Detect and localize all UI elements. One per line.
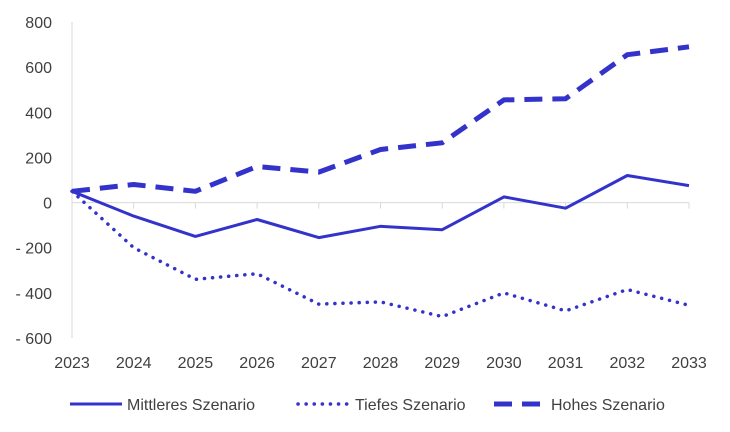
y-tick-label: 0: [43, 196, 52, 213]
x-tick-label: 2028: [363, 355, 399, 372]
x-tick-label: 2033: [671, 355, 707, 372]
x-tick-label: 2024: [116, 355, 152, 372]
legend: Mittleres Szenario Tiefes Szenario Hohes S…: [70, 397, 665, 414]
x-axis-tick-labels: 2023 2024 2025 2026 2027 2028 2029 2030 2031 2032…: [54, 355, 707, 372]
x-tick-label: 2023: [54, 355, 90, 372]
x-tick-label: 2027: [301, 355, 337, 372]
x-tick-label: 2029: [424, 355, 460, 372]
series-lines: [70, 44, 691, 319]
y-tick-label: - 200: [16, 241, 53, 258]
y-tick-label: 400: [25, 105, 52, 122]
x-tick-label: 2032: [610, 355, 646, 372]
y-axis-tick-labels: 800 600 400 200 0 - 200 - 400 - 600: [16, 15, 53, 348]
x-tick-label: 2026: [239, 355, 275, 372]
series-line-solid: [71, 174, 690, 240]
x-axis: [71, 202, 690, 209]
y-tick-label: - 600: [16, 331, 53, 348]
y-tick-label: 800: [25, 15, 52, 32]
x-tick-label: 2030: [486, 355, 522, 372]
series-line-dotted: [70, 189, 691, 319]
y-tick-label: 200: [25, 150, 52, 167]
y-tick-label: - 400: [16, 286, 53, 303]
series-line-dashed: [71, 44, 690, 194]
legend-label: Mittleres Szenario: [127, 397, 255, 414]
legend-label: Tiefes Szenario: [355, 397, 466, 414]
y-tick-label: 600: [25, 60, 52, 77]
legend-label: Hohes Szenario: [551, 397, 665, 414]
x-tick-label: 2025: [178, 355, 214, 372]
x-tick-label: 2031: [548, 355, 584, 372]
